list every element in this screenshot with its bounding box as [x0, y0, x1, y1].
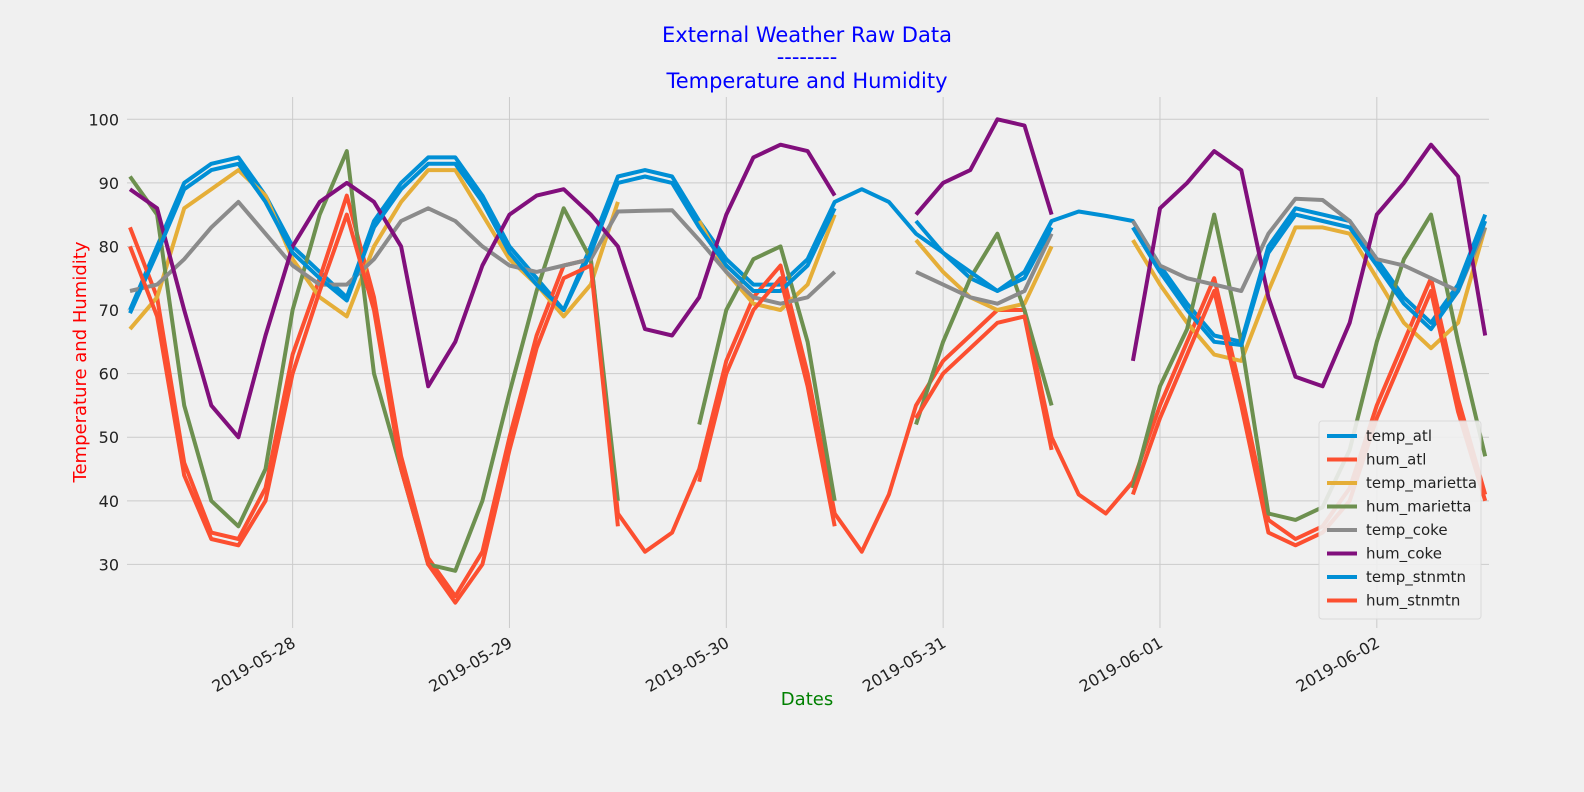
legend-label: temp_stnmtn	[1366, 568, 1466, 587]
legend-label: hum_coke	[1366, 545, 1442, 564]
legend: temp_atl hum_atl temp_marietta hum_marietta…	[1318, 420, 1482, 620]
y-tick-label: 80	[99, 237, 119, 256]
y-tick-label: 40	[99, 492, 119, 511]
legend-label: temp_atl	[1366, 427, 1432, 446]
y-axis-label: Temperature and Humidity	[70, 241, 91, 483]
chart-title-rule: --------	[777, 45, 838, 69]
x-axis-label: Dates	[781, 689, 833, 710]
legend-label: temp_coke	[1366, 521, 1448, 540]
plot-lines	[128, 117, 1488, 605]
series-line	[128, 168, 1488, 363]
series-line	[128, 149, 1488, 573]
chart-title: External Weather Raw Data	[662, 23, 952, 47]
legend-box	[1318, 420, 1482, 620]
y-tick-label: 100	[88, 110, 119, 129]
y-tick-label: 70	[99, 301, 119, 320]
legend-label: hum_marietta	[1366, 498, 1471, 517]
series-line	[129, 196, 1488, 306]
y-tick-label: 60	[99, 365, 119, 384]
y-tick-label: 90	[99, 174, 119, 193]
y-tick-label: 30	[99, 555, 119, 574]
y-tick-label: 50	[99, 428, 119, 447]
series-line	[128, 212, 1488, 605]
series-line	[128, 117, 1488, 440]
legend-label: hum_atl	[1366, 451, 1426, 470]
chart-subtitle: Temperature and Humidity	[665, 69, 947, 93]
series-line	[128, 161, 1488, 347]
legend-label: temp_marietta	[1366, 474, 1477, 493]
legend-label: hum_stnmtn	[1366, 592, 1460, 611]
